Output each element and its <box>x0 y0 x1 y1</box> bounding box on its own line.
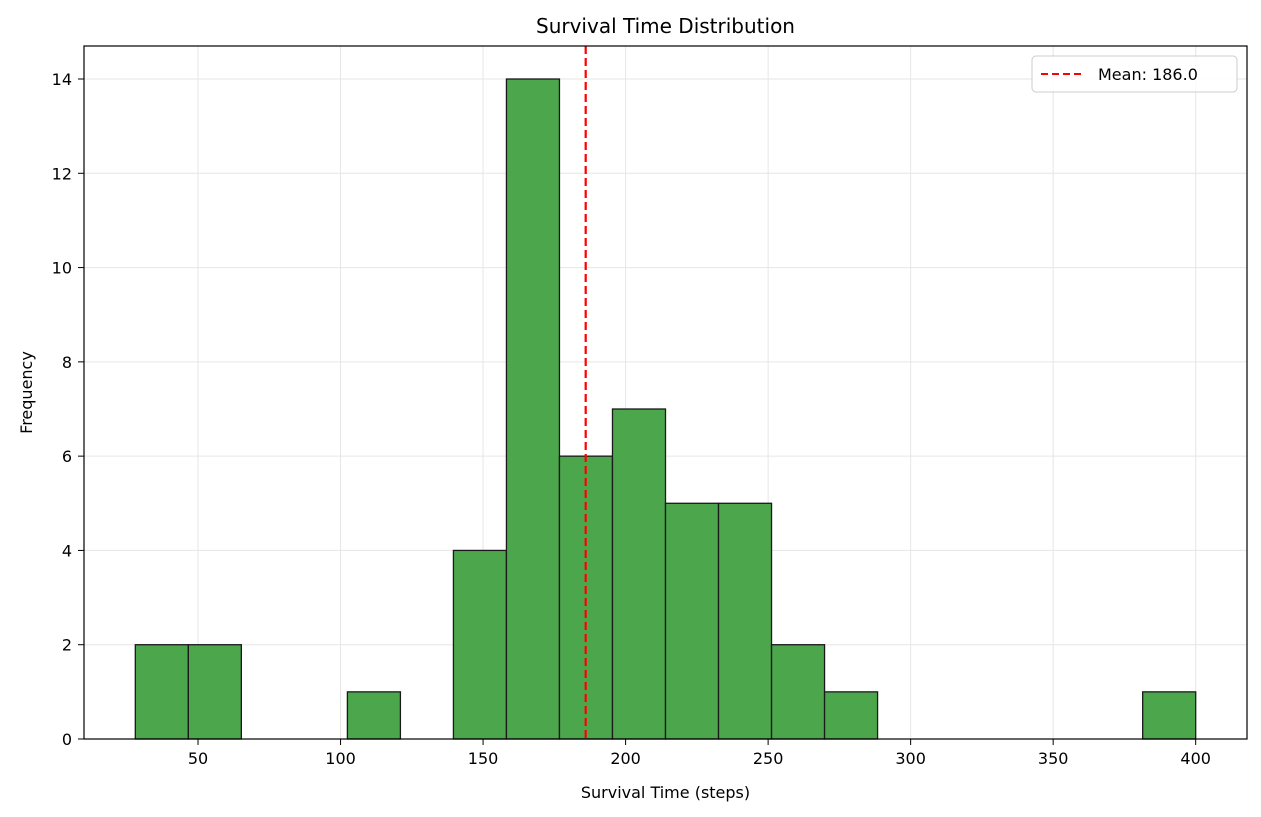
histogram-bar-10 <box>664 502 720 740</box>
histogram-bar-7 <box>505 78 561 740</box>
x-tick-label-6: 350 <box>1038 749 1069 768</box>
histogram-bar-11 <box>717 502 773 740</box>
y-axis-label: Frequency <box>17 351 36 434</box>
y-tick-label-1: 2 <box>62 636 72 655</box>
legend: Mean: 186.0 <box>1031 55 1238 93</box>
grid <box>84 46 1247 740</box>
x-tick-label-7: 400 <box>1180 749 1211 768</box>
chart-title: Survival Time Distribution <box>536 14 795 38</box>
histogram-bar-12 <box>770 644 826 740</box>
x-axis-label: Survival Time (steps) <box>581 783 750 802</box>
histogram-bar-9 <box>611 408 667 740</box>
x-tick-label-0: 50 <box>188 749 208 768</box>
histogram-bar-19 <box>1142 691 1197 740</box>
y-tick-label-0: 0 <box>62 730 72 749</box>
y-tick-label-6: 12 <box>52 164 72 183</box>
x-tick-label-5: 300 <box>895 749 926 768</box>
x-tick-label-1: 100 <box>325 749 356 768</box>
x-tick-label-2: 150 <box>468 749 499 768</box>
plot-frame <box>83 45 1248 740</box>
y-axis-ticks: 0 2 4 6 8 10 12 14 <box>52 70 84 749</box>
histogram-bar-1 <box>187 644 242 740</box>
y-tick-label-5: 10 <box>52 259 72 278</box>
bars <box>134 78 1197 740</box>
histogram-bar-4 <box>346 691 402 740</box>
legend-box <box>1031 55 1238 93</box>
y-tick-label-4: 8 <box>62 353 72 372</box>
y-tick-label-7: 14 <box>52 70 72 89</box>
legend-mean-label: Mean: 186.0 <box>1098 65 1198 84</box>
y-tick-label-3: 6 <box>62 447 72 466</box>
histogram-bar-6 <box>452 549 508 740</box>
y-tick-label-2: 4 <box>62 541 72 560</box>
x-tick-label-4: 250 <box>753 749 784 768</box>
histogram-bar-0 <box>134 644 189 740</box>
x-axis-ticks: 50 100 150 200 250 300 350 400 <box>188 739 1211 768</box>
histogram-bar-13 <box>823 691 879 740</box>
x-tick-label-3: 200 <box>610 749 641 768</box>
